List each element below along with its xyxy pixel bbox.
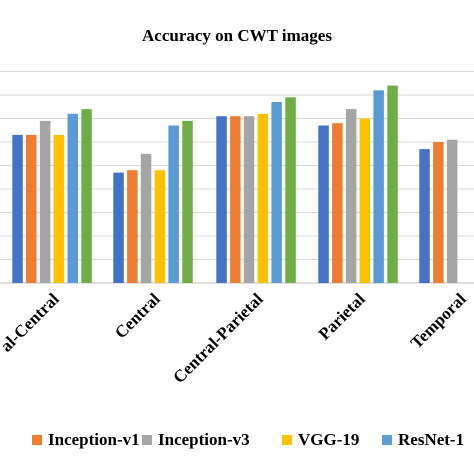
legend-swatch: [382, 435, 392, 445]
bar: [12, 134, 23, 283]
category-label: Central: [111, 289, 164, 342]
legend-label: VGG-19: [298, 430, 360, 449]
legend-swatch: [282, 435, 292, 445]
category-label: Parietal: [315, 289, 369, 343]
legend-item: ResNet-1: [382, 430, 464, 450]
bar: [81, 109, 92, 283]
bar: [39, 120, 51, 284]
bar: [53, 134, 65, 283]
bar: [419, 149, 430, 283]
bar: [345, 109, 357, 283]
legend-label: Inception-v3: [158, 430, 250, 449]
bar: [318, 125, 329, 283]
category-label: al-Central: [0, 289, 63, 355]
legend-item: Inception-v3: [142, 430, 250, 450]
bar: [373, 90, 384, 283]
chart-title: Accuracy on CWT images: [142, 26, 332, 45]
bar: [182, 120, 193, 284]
bar: [113, 172, 124, 283]
legend-item: VGG-19: [282, 430, 359, 450]
legend-swatch: [142, 435, 152, 445]
bar: [230, 116, 241, 283]
bar: [26, 134, 37, 283]
bar: [127, 170, 138, 283]
legend-item: Inception-v1: [32, 430, 140, 450]
bar: [257, 113, 269, 283]
bar: [332, 123, 343, 283]
bar: [140, 153, 152, 284]
bar: [67, 113, 78, 283]
category-labels-layer: al-Central Central Central-Parietal Parieta…: [0, 289, 470, 387]
bar: [446, 139, 458, 283]
bar: [433, 142, 444, 283]
category-label: Central-Parietal: [169, 289, 267, 387]
bar: [216, 116, 227, 283]
legend-swatch: [32, 435, 42, 445]
bar: [271, 102, 282, 283]
category-label: Temporal: [407, 289, 470, 352]
legend-label: ResNet-1: [398, 430, 465, 449]
bar: [154, 170, 166, 283]
legend-label: Inception-v1: [48, 430, 140, 449]
bar: [285, 97, 296, 283]
bars-layer: [12, 85, 458, 284]
bar: [387, 85, 398, 283]
bar: [243, 116, 255, 283]
bar: [359, 118, 371, 283]
bar: [168, 125, 179, 283]
